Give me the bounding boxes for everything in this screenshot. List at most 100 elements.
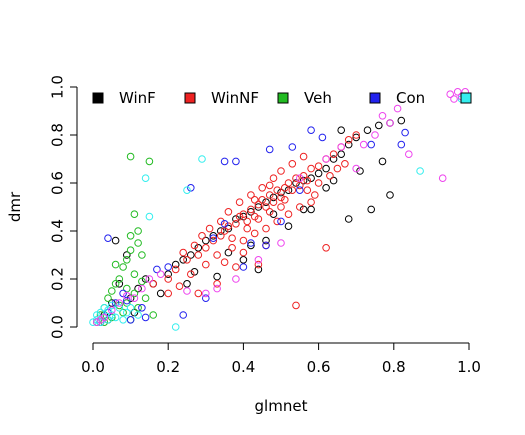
data-point xyxy=(134,284,142,293)
data-point xyxy=(243,224,251,233)
data-point xyxy=(209,234,218,242)
data-point xyxy=(220,227,229,235)
legend: WinF WinNF Veh Con xyxy=(92,89,472,107)
axes: 0.0 0.2 0.4 0.6 0.8 1.0 glmnet 0.0 0.2 0.4 0.6 0.8 1… xyxy=(6,75,481,415)
data-point xyxy=(277,188,285,197)
x-tick-label: 0.8 xyxy=(382,358,406,376)
data-point xyxy=(104,234,112,242)
data-point xyxy=(220,157,229,166)
data-point xyxy=(100,311,109,319)
data-point xyxy=(164,289,172,298)
data-point xyxy=(453,88,462,96)
data-point xyxy=(303,186,312,194)
data-point xyxy=(265,208,274,216)
data-point xyxy=(262,203,270,211)
data-point xyxy=(187,270,195,279)
y-axis-label: dmr xyxy=(6,191,24,222)
y-tick-label: 0.0 xyxy=(49,315,67,339)
legend-swatch xyxy=(277,92,289,104)
data-point xyxy=(344,215,353,223)
data-point xyxy=(446,90,455,98)
data-point xyxy=(126,152,135,161)
data-point xyxy=(134,304,142,312)
data-point xyxy=(329,155,338,163)
data-point xyxy=(228,234,236,242)
data-point xyxy=(401,128,409,137)
data-point xyxy=(307,174,315,182)
data-point xyxy=(100,313,109,322)
data-point xyxy=(258,184,267,192)
data-point xyxy=(111,260,120,269)
data-point xyxy=(171,260,180,269)
data-point xyxy=(198,155,206,163)
data-point xyxy=(344,136,353,144)
legend-swatch xyxy=(184,92,196,104)
data-point xyxy=(265,191,274,199)
data-point xyxy=(250,229,259,238)
x-tick-label: 0.2 xyxy=(156,358,180,376)
data-point xyxy=(104,316,112,324)
data-point xyxy=(314,179,323,187)
data-point xyxy=(138,304,146,312)
data-point xyxy=(130,294,139,303)
data-point xyxy=(111,299,120,307)
data-point xyxy=(93,318,101,327)
data-point xyxy=(232,215,240,223)
data-point xyxy=(296,186,304,194)
data-point xyxy=(205,224,214,233)
x-tick-label: 0.6 xyxy=(307,358,331,376)
data-point xyxy=(235,198,244,206)
data-point xyxy=(187,184,195,192)
data-point xyxy=(123,292,131,300)
data-point xyxy=(164,263,172,271)
data-point xyxy=(190,241,199,250)
data-point xyxy=(284,186,293,194)
data-point xyxy=(217,232,225,240)
data-point xyxy=(277,239,285,247)
data-point xyxy=(262,236,270,245)
data-point xyxy=(326,172,334,180)
data-point xyxy=(299,176,308,185)
data-point xyxy=(123,256,131,264)
data-point xyxy=(224,248,233,257)
data-point xyxy=(292,174,300,182)
data-point xyxy=(247,241,255,250)
data-point xyxy=(209,232,218,240)
data-point xyxy=(183,186,191,194)
data-point xyxy=(89,318,97,327)
data-point xyxy=(96,316,105,324)
data-point xyxy=(202,260,210,269)
data-point xyxy=(341,160,349,168)
x-tick-label: 1.0 xyxy=(457,358,481,376)
data-point xyxy=(296,174,304,182)
legend-label: Veh xyxy=(304,89,332,107)
data-point xyxy=(299,152,308,161)
data-point xyxy=(262,224,270,233)
data-point xyxy=(179,248,187,257)
data-point xyxy=(311,191,319,199)
data-point xyxy=(397,140,406,149)
data-point xyxy=(202,294,210,303)
data-point xyxy=(337,126,346,134)
data-point xyxy=(187,251,195,259)
data-point xyxy=(296,181,304,190)
data-point xyxy=(232,263,240,271)
data-point xyxy=(322,164,330,173)
data-point xyxy=(119,308,127,317)
data-point xyxy=(130,308,139,317)
data-point xyxy=(119,263,127,271)
data-point xyxy=(138,251,146,259)
data-point xyxy=(254,260,263,269)
y-tick-label: 0.6 xyxy=(49,171,67,195)
data-point xyxy=(213,280,221,288)
data-point xyxy=(288,143,297,151)
data-point xyxy=(247,191,255,199)
data-point xyxy=(239,256,248,264)
data-point xyxy=(108,287,116,295)
data-point xyxy=(269,210,278,218)
data-point xyxy=(104,308,112,317)
data-point xyxy=(183,280,191,288)
data-point xyxy=(262,241,270,250)
data-point xyxy=(213,272,221,281)
data-point xyxy=(265,181,274,190)
